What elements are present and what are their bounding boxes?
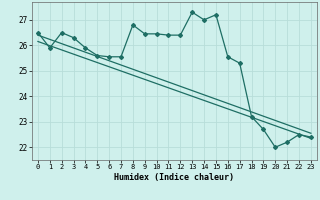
X-axis label: Humidex (Indice chaleur): Humidex (Indice chaleur) bbox=[115, 173, 234, 182]
